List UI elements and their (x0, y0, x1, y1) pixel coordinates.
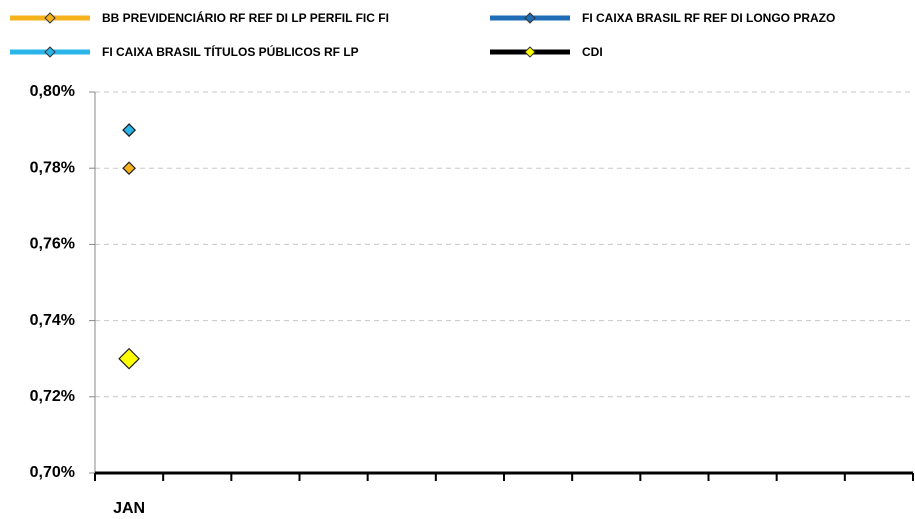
y-tick-label: 0,70% (30, 464, 75, 481)
y-tick-label: 0,74% (30, 312, 75, 329)
data-point (122, 123, 136, 137)
y-tick-label: 0,78% (30, 159, 75, 176)
legend-label: BB PREVIDENCIÁRIO RF REF DI LP PERFIL FI… (102, 10, 389, 25)
legend-label: FI CAIXA BRASIL TÍTULOS PÚBLICOS RF LP (102, 44, 359, 59)
x-tick-label: JAN (113, 500, 145, 517)
data-point (118, 347, 140, 370)
legend-marker (44, 46, 56, 58)
y-tick-label: 0,72% (30, 388, 75, 405)
legend-label: CDI (582, 45, 603, 59)
y-tick-label: 0,80% (30, 83, 75, 100)
data-point (122, 161, 136, 176)
legend-marker (44, 12, 56, 24)
legend-marker (524, 12, 536, 24)
y-tick-label: 0,76% (30, 236, 75, 253)
legend-marker (524, 46, 536, 58)
legend-label: FI CAIXA BRASIL RF REF DI LONGO PRAZO (582, 11, 835, 25)
